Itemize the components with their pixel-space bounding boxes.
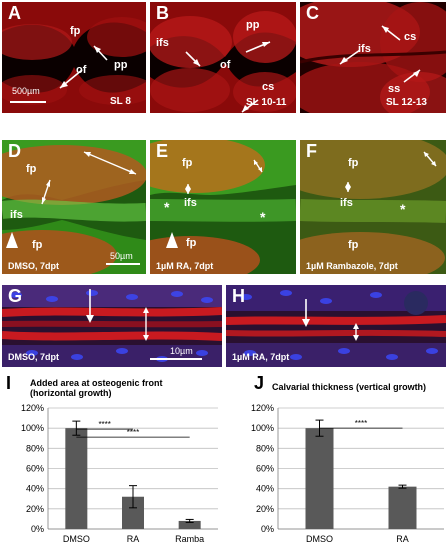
label-of: of — [220, 59, 231, 71]
panel-g-caption: DMSO, 7dpt — [8, 352, 59, 362]
chart-j-bar — [305, 428, 334, 529]
chart-j-plot: 0% 20% 40% 60% 80% 100% 120% DMSO RA **** — [251, 403, 444, 544]
label-ifs: ifs — [156, 37, 169, 49]
scale-bar-label: 10µm — [170, 346, 193, 356]
chart-i-category-label: DMSO — [63, 534, 90, 544]
chart-j-bar — [388, 486, 417, 529]
label-ifs: ifs — [340, 197, 353, 209]
chart-j-ytick-label: 40% — [256, 484, 274, 494]
chart-j-ytick-label: 20% — [256, 504, 274, 514]
chart-i-significance-label: **** — [98, 420, 110, 429]
panel-j-letter: J — [254, 373, 265, 393]
panel-g-micrograph — [2, 285, 222, 367]
panel-a-image: A fp pp of 500µm SL 8 — [2, 2, 146, 113]
label-fp: fp — [32, 239, 43, 251]
panel-b-micrograph — [150, 2, 296, 113]
label-ifs: ifs — [358, 43, 371, 55]
chart-j: J Calvarial thickness (vertical growth) … — [224, 372, 448, 550]
scale-bar-label: 50µm — [110, 251, 133, 261]
panel-e-caption: 1µM RA, 7dpt — [156, 261, 214, 271]
chart-i-ytick-label: 40% — [26, 484, 44, 494]
label-fp: fp — [70, 25, 81, 37]
chart-i-plot: 0% 20% 40% 60% 80% 100% 120% DMSO RA Ramba **** ***… — [21, 403, 218, 544]
panel-h-letter: H — [232, 286, 245, 306]
panel-g-image: G 10µm DMSO, 7dpt — [2, 285, 222, 367]
chart-i-significance-label: **** — [127, 428, 139, 437]
chart-j-category-label: RA — [396, 534, 409, 544]
panel-h-caption: 1µM RA, 7dpt — [232, 352, 290, 362]
panel-e-micrograph — [150, 140, 296, 274]
chart-i-category-label: RA — [127, 534, 140, 544]
chart-i-ytick-label: 20% — [26, 504, 44, 514]
panel-b-image: B pp ifs of cs SL 10-11 — [150, 2, 296, 113]
chart-i-bar — [178, 520, 201, 529]
chart-j-ytick-label: 120% — [251, 403, 274, 413]
label-cs: cs — [262, 81, 275, 93]
chart-i-bar — [65, 428, 88, 529]
chart-i-title: Added area at osteogenic front (horizont… — [30, 378, 163, 399]
panel-f-image: F fp ifs fp * 1µM Rambazole, 7dpt — [300, 140, 446, 274]
panel-f-micrograph — [300, 140, 446, 274]
chart-i-category-label: Ramba — [175, 534, 204, 544]
asterisk-marker: * — [400, 201, 406, 217]
asterisk-marker: * — [164, 199, 170, 215]
panel-b-caption: SL 10-11 — [246, 97, 287, 108]
label-cs: cs — [404, 31, 417, 43]
label-fp: fp — [26, 163, 37, 175]
label-fp: fp — [348, 157, 359, 169]
panel-b-letter: B — [156, 3, 169, 23]
panel-i-letter: I — [6, 373, 12, 393]
panel-a-letter: A — [8, 3, 21, 23]
label-ss: ss — [388, 83, 401, 95]
panel-h-image: H 1µM RA, 7dpt — [226, 285, 446, 367]
panel-c-micrograph — [300, 2, 446, 113]
panel-a-micrograph — [2, 2, 146, 113]
chart-j-ytick-label: 100% — [251, 423, 274, 433]
chart-i-ytick-label: 120% — [21, 403, 44, 413]
label-fp: fp — [186, 237, 197, 249]
label-fp: fp — [348, 239, 359, 251]
chart-j-ytick-label: 0% — [261, 524, 274, 534]
panel-c-letter: C — [306, 3, 319, 23]
panel-a-caption: SL 8 — [110, 96, 131, 107]
chart-j-ytick-label: 60% — [256, 464, 274, 474]
chart-i-ytick-label: 0% — [31, 524, 44, 534]
chart-i-ytick-label: 100% — [21, 423, 44, 433]
panel-g-letter: G — [8, 286, 23, 306]
panel-d-micrograph — [2, 140, 146, 274]
panel-h-micrograph — [226, 285, 446, 367]
chart-j-ytick-label: 80% — [256, 443, 274, 453]
panel-f-caption: 1µM Rambazole, 7dpt — [306, 261, 398, 271]
chart-j-significance-label: **** — [355, 419, 367, 428]
scale-bar-label: 500µm — [12, 86, 40, 96]
asterisk-marker: * — [260, 209, 266, 225]
chart-i-ytick-label: 60% — [26, 464, 44, 474]
panel-d-image: D fp ifs fp 50µm DMSO, 7dpt — [2, 140, 146, 274]
chart-j-title: Calvarial thickness (vertical growth) — [272, 382, 427, 392]
panel-c-image: C cs ifs ss SL 12-13 — [300, 2, 446, 113]
chart-j-category-label: DMSO — [306, 534, 333, 544]
chart-i-ytick-label: 80% — [26, 443, 44, 453]
label-pp: pp — [246, 19, 260, 31]
chart-i-bar — [122, 496, 144, 529]
chart-i: I Added area at osteogenic front (horizo… — [0, 372, 224, 550]
panel-e-image: E fp ifs fp * * 1µM RA, 7dpt — [150, 140, 296, 274]
panel-d-letter: D — [8, 141, 21, 161]
panel-c-caption: SL 12-13 — [386, 97, 427, 108]
panel-f-letter: F — [306, 141, 317, 161]
label-of: of — [76, 64, 87, 76]
panel-d-caption: DMSO, 7dpt — [8, 261, 59, 271]
label-ifs: ifs — [184, 197, 197, 209]
label-ifs: ifs — [10, 209, 23, 221]
label-pp: pp — [114, 59, 128, 71]
label-fp: fp — [182, 157, 193, 169]
panel-e-letter: E — [156, 141, 169, 161]
